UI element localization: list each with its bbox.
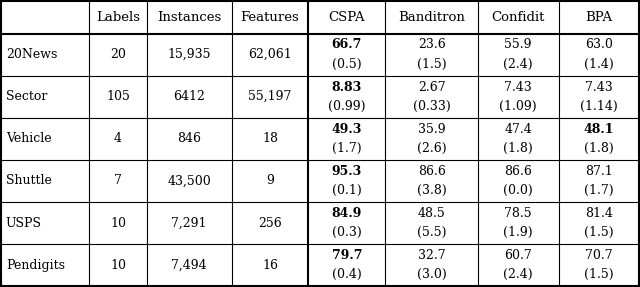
Text: (0.33): (0.33): [413, 100, 451, 113]
Text: 20: 20: [110, 48, 126, 61]
Text: (2.6): (2.6): [417, 142, 446, 155]
Text: (2.4): (2.4): [503, 268, 533, 282]
Text: 48.5: 48.5: [418, 207, 445, 220]
Text: Vehicle: Vehicle: [6, 132, 51, 145]
Text: 47.4: 47.4: [504, 123, 532, 136]
Text: 95.3: 95.3: [332, 165, 362, 178]
Text: Confidit: Confidit: [492, 11, 545, 24]
Text: 84.9: 84.9: [332, 207, 362, 220]
Text: 6412: 6412: [173, 90, 205, 103]
Text: 79.7: 79.7: [332, 249, 362, 262]
Text: (0.5): (0.5): [332, 58, 362, 71]
Text: 256: 256: [258, 217, 282, 230]
Text: (3.8): (3.8): [417, 184, 447, 197]
Text: 43,500: 43,500: [167, 174, 211, 187]
Text: 48.1: 48.1: [584, 123, 614, 136]
Text: 7.43: 7.43: [504, 81, 532, 94]
Text: 55.9: 55.9: [504, 38, 532, 51]
Text: 18: 18: [262, 132, 278, 145]
Text: Sector: Sector: [6, 90, 47, 103]
Text: Instances: Instances: [157, 11, 221, 24]
Text: 105: 105: [106, 90, 130, 103]
Text: 4: 4: [114, 132, 122, 145]
Text: 23.6: 23.6: [418, 38, 445, 51]
Text: (1.4): (1.4): [584, 58, 614, 71]
Text: 81.4: 81.4: [585, 207, 613, 220]
Text: 78.5: 78.5: [504, 207, 532, 220]
Text: 7,494: 7,494: [172, 259, 207, 272]
Text: 10: 10: [110, 217, 126, 230]
Text: (1.7): (1.7): [332, 142, 362, 155]
Text: (1.8): (1.8): [584, 142, 614, 155]
Text: 9: 9: [266, 174, 274, 187]
Text: (1.8): (1.8): [503, 142, 533, 155]
Text: 15,935: 15,935: [168, 48, 211, 61]
Text: (0.0): (0.0): [503, 184, 533, 197]
Text: 55,197: 55,197: [248, 90, 292, 103]
Text: 32.7: 32.7: [418, 249, 445, 262]
Text: (1.14): (1.14): [580, 100, 618, 113]
Text: 60.7: 60.7: [504, 249, 532, 262]
Text: 2.67: 2.67: [418, 81, 445, 94]
Text: 16: 16: [262, 259, 278, 272]
Text: (1.5): (1.5): [417, 58, 446, 71]
Text: 70.7: 70.7: [585, 249, 612, 262]
Text: 35.9: 35.9: [418, 123, 445, 136]
Text: 86.6: 86.6: [504, 165, 532, 178]
Text: 20News: 20News: [6, 48, 57, 61]
Text: 10: 10: [110, 259, 126, 272]
Text: CSPA: CSPA: [328, 11, 365, 24]
Text: 7,291: 7,291: [172, 217, 207, 230]
Text: 87.1: 87.1: [585, 165, 612, 178]
Text: 7: 7: [114, 174, 122, 187]
Text: USPS: USPS: [6, 217, 42, 230]
Text: (1.09): (1.09): [499, 100, 537, 113]
Text: 49.3: 49.3: [332, 123, 362, 136]
Text: (3.0): (3.0): [417, 268, 447, 282]
Text: 62,061: 62,061: [248, 48, 292, 61]
Text: (5.5): (5.5): [417, 226, 446, 239]
Text: (1.7): (1.7): [584, 184, 614, 197]
Text: (1.5): (1.5): [584, 226, 614, 239]
Text: Labels: Labels: [96, 11, 140, 24]
Text: (0.4): (0.4): [332, 268, 362, 282]
Text: 66.7: 66.7: [332, 38, 362, 51]
Text: 846: 846: [177, 132, 201, 145]
Text: Banditron: Banditron: [398, 11, 465, 24]
Text: Shuttle: Shuttle: [6, 174, 52, 187]
Text: (1.5): (1.5): [584, 268, 614, 282]
Text: (1.9): (1.9): [503, 226, 533, 239]
Text: 8.83: 8.83: [332, 81, 362, 94]
Text: Features: Features: [241, 11, 300, 24]
Text: (0.99): (0.99): [328, 100, 365, 113]
Text: Pendigits: Pendigits: [6, 259, 65, 272]
Text: 63.0: 63.0: [585, 38, 613, 51]
Text: (2.4): (2.4): [503, 58, 533, 71]
Text: 7.43: 7.43: [585, 81, 612, 94]
Text: BPA: BPA: [586, 11, 612, 24]
Text: (0.1): (0.1): [332, 184, 362, 197]
Text: 86.6: 86.6: [418, 165, 445, 178]
Text: (0.3): (0.3): [332, 226, 362, 239]
